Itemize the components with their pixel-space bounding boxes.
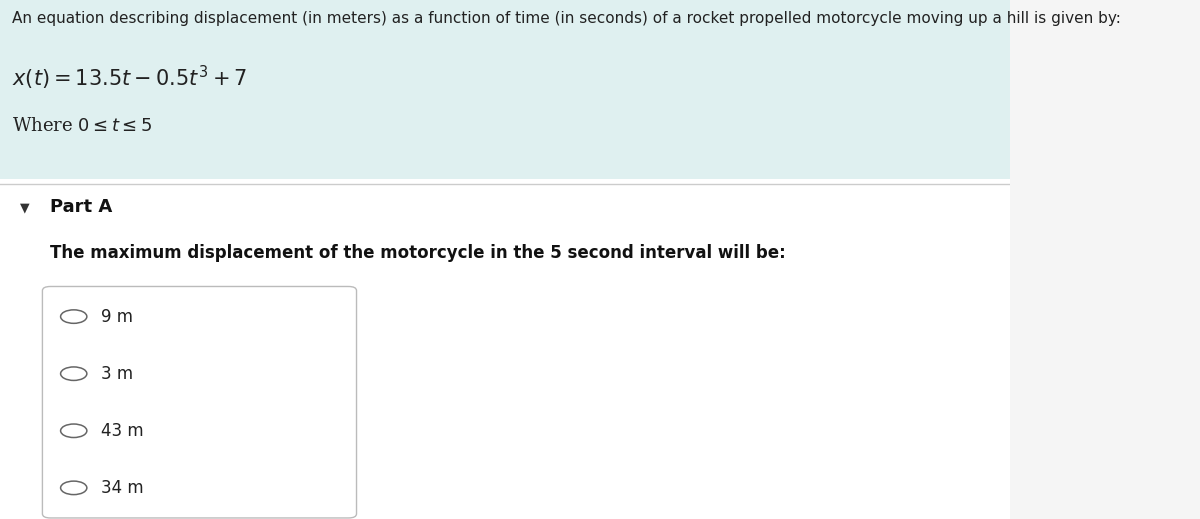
Text: ▼: ▼ (20, 201, 30, 214)
Text: 34 m: 34 m (101, 479, 144, 497)
Text: Where $0 \leq t \leq 5$: Where $0 \leq t \leq 5$ (12, 117, 152, 135)
Text: 43 m: 43 m (101, 422, 144, 440)
FancyBboxPatch shape (42, 286, 356, 518)
Text: An equation describing displacement (in meters) as a function of time (in second: An equation describing displacement (in … (12, 11, 1121, 26)
Text: 9 m: 9 m (101, 308, 133, 325)
Text: 3 m: 3 m (101, 365, 133, 383)
Circle shape (60, 481, 86, 495)
Circle shape (60, 367, 86, 380)
Text: The maximum displacement of the motorcycle in the 5 second interval will be:: The maximum displacement of the motorcyc… (50, 244, 786, 262)
FancyBboxPatch shape (0, 179, 1010, 519)
Text: $x(t) = 13.5t - 0.5t^3 + 7$: $x(t) = 13.5t - 0.5t^3 + 7$ (12, 63, 247, 91)
Text: Part A: Part A (50, 198, 113, 215)
FancyBboxPatch shape (0, 0, 1010, 179)
Circle shape (60, 424, 86, 438)
Circle shape (60, 310, 86, 323)
